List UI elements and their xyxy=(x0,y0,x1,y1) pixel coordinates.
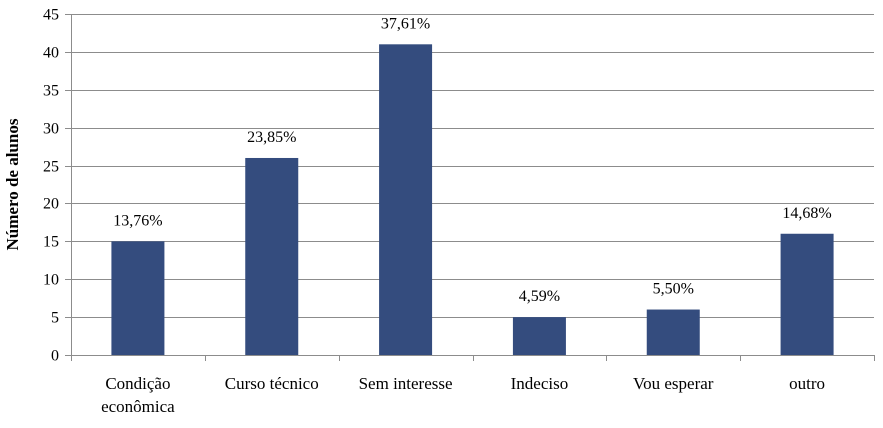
y-tick-label: 0 xyxy=(51,348,59,365)
data-label: 14,68% xyxy=(782,205,831,222)
y-tick-label: 10 xyxy=(43,272,59,289)
x-category-label: Vou esperar xyxy=(633,374,714,393)
data-label: 23,85% xyxy=(247,129,296,146)
y-tick-label: 5 xyxy=(51,310,59,327)
data-label: 5,50% xyxy=(653,281,694,298)
y-tick-label: 35 xyxy=(43,83,59,100)
bar xyxy=(512,317,566,355)
x-category-label: Curso técnico xyxy=(225,374,319,393)
y-axis-title: Número de alunos xyxy=(3,118,22,250)
y-tick-label: 25 xyxy=(43,159,59,176)
bar xyxy=(245,157,299,355)
bar xyxy=(379,44,433,356)
data-label: 13,76% xyxy=(113,212,162,229)
y-tick-label: 15 xyxy=(43,234,59,251)
labels: 0 5 10 15 20 25 30 35 40 45 13,76% Condição econômic… xyxy=(43,7,832,417)
x-category-label: Indeciso xyxy=(511,374,569,393)
bars xyxy=(111,44,834,356)
data-label: 37,61% xyxy=(381,15,430,32)
bar xyxy=(646,309,700,355)
data-label: 4,59% xyxy=(519,288,560,305)
x-category-label: Sem interesse xyxy=(359,374,453,393)
y-tick-label: 30 xyxy=(43,121,59,138)
y-tick-label: 20 xyxy=(43,196,59,213)
gridlines xyxy=(71,14,874,318)
y-tick-label: 45 xyxy=(43,7,59,24)
x-category-label: Condição econômica xyxy=(101,374,175,416)
y-tick-label: 40 xyxy=(43,45,59,62)
x-category-label: outro xyxy=(789,374,825,393)
bar xyxy=(111,241,165,355)
bar xyxy=(780,233,834,355)
axes xyxy=(65,14,875,361)
